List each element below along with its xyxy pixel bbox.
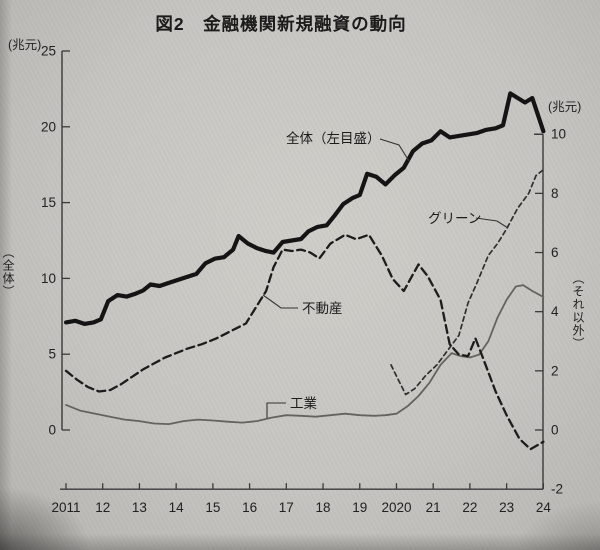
green-label: グリーン	[428, 211, 481, 226]
right-axis-tick-label: 2	[551, 363, 559, 378]
x-axis-year-label: 15	[205, 500, 220, 515]
left-axis-tick-label: 0	[48, 423, 56, 438]
x-axis-year-label: 17	[279, 500, 294, 515]
x-axis-year-label: 16	[242, 500, 257, 515]
right-axis-tick-label: 4	[551, 304, 559, 319]
x-axis-year-label: 18	[316, 500, 331, 515]
right-axis-tick-label: 6	[551, 245, 559, 260]
left-axis-tick-label: 20	[41, 119, 56, 134]
x-axis-year-label: 24	[536, 500, 552, 515]
left-axis-tick-label: 5	[48, 347, 56, 362]
left-axis-tick-label: 10	[41, 271, 56, 286]
x-axis-year-label: 21	[426, 500, 441, 515]
left-axis-tick-label: 15	[41, 195, 56, 210]
series-line-green	[390, 168, 545, 396]
callout-line-green-label	[475, 217, 509, 229]
left-axis-vertical-label: （全体）	[1, 246, 15, 298]
fudosan-label: 不動産	[302, 301, 343, 316]
callout-line-fudosan-label	[262, 294, 298, 309]
x-axis-year-label: 12	[95, 500, 110, 515]
x-axis-year-label: 2011	[51, 500, 80, 515]
x-axis-year-label: 13	[132, 500, 147, 515]
right-axis-unit-label: (兆元)	[548, 100, 582, 114]
x-axis-year-label: 22	[462, 500, 477, 515]
x-axis-year-label: 2020	[381, 500, 411, 515]
series-line-kogyo	[65, 284, 545, 426]
x-axis-year-label: 19	[352, 500, 367, 515]
right-axis-tick-label: 10	[551, 127, 566, 142]
right-axis-tick-label: -2	[551, 482, 563, 497]
kogyo-label: 工業	[290, 396, 317, 411]
right-axis-tick-label: 8	[551, 186, 559, 201]
left-axis-unit-label: (兆元)	[8, 38, 42, 52]
series-line-zentai	[63, 91, 546, 326]
right-axis-vertical-label: （それ以外）	[571, 272, 585, 350]
callout-line-kogyo-label	[266, 402, 286, 418]
x-axis-year-label: 14	[169, 500, 185, 515]
callout-line-zentai-label	[379, 138, 410, 162]
figure-title: 図2 金融機関新規融資の動向	[155, 14, 407, 34]
zentai-label: 全体（左目盛）	[286, 130, 381, 146]
x-axis-year-label: 23	[499, 500, 514, 515]
right-axis-tick-label: 0	[551, 423, 559, 438]
left-axis-tick-label: 25	[41, 44, 56, 59]
series-line-fudosan	[64, 233, 545, 451]
